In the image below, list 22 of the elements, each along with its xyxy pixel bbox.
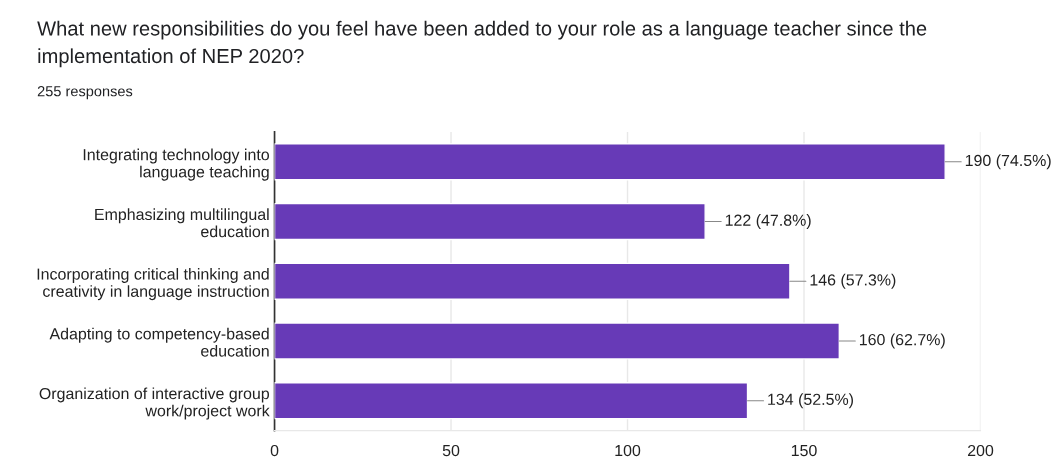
y-tick-label: Integrating technology into language teaching <box>83 148 270 181</box>
x-tick-label: 200 <box>967 444 994 457</box>
y-tick-label: Emphasizing multilingual education <box>95 208 269 238</box>
x-tick-label: 150 <box>791 444 817 457</box>
bar <box>274 382 749 420</box>
bar <box>274 262 791 300</box>
x-tick-label: 100 <box>615 444 641 457</box>
x-tick-label: 50 <box>442 444 460 457</box>
data-label: 146 (57.3%) <box>810 273 896 289</box>
bar <box>274 322 841 360</box>
text: 255 responses <box>37 86 133 100</box>
data-label: 122 (47.8%) <box>725 214 811 229</box>
y-tick-label: Incorporating critical thinking and creativity in language instruction <box>37 268 269 301</box>
data-label: 134 (52.5%) <box>768 393 853 409</box>
data-label: 160 (62.7%) <box>859 333 945 349</box>
data-label: 190 (74.5%) <box>965 154 1051 170</box>
x-tick-label: 0 <box>270 444 279 457</box>
bar <box>274 143 946 181</box>
chart-title: What new responsibilities do you feel have been added to your role as a language teacher since the implementation of NEP 2020? <box>37 20 927 68</box>
bar <box>274 202 706 241</box>
y-tick-label: Adapting to competency-based education <box>49 327 269 357</box>
y-tick-label: Organization of interactive group work/project work <box>39 387 270 420</box>
